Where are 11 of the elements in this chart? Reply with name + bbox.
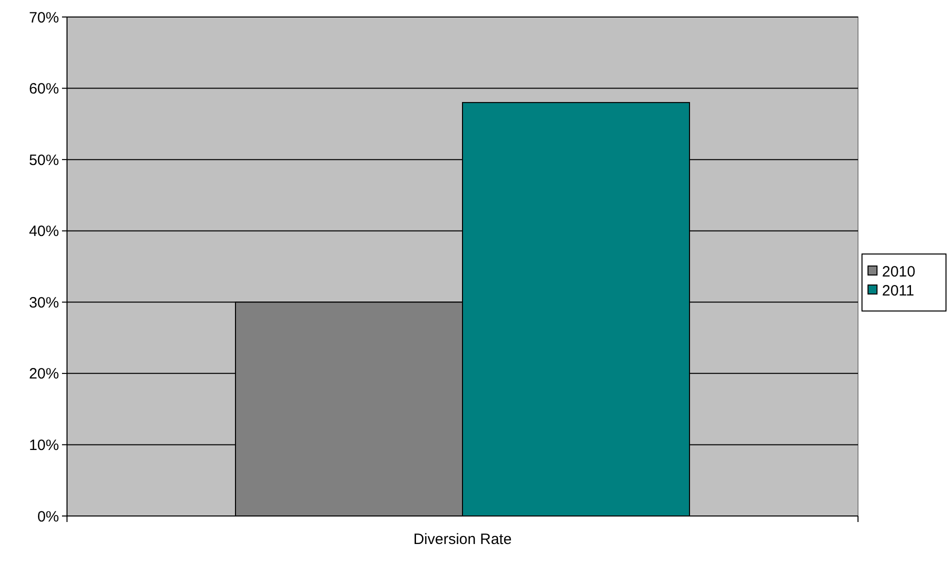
- y-tick-label: 10%: [28, 436, 59, 454]
- y-tick-label: 40%: [28, 223, 59, 240]
- y-tick-label: 70%: [28, 9, 59, 26]
- legend-label: 2010: [882, 263, 916, 280]
- x-tick-label: Diversion Rate: [413, 531, 512, 548]
- y-tick-label: 30%: [28, 294, 59, 312]
- y-tick-label: 50%: [28, 152, 59, 169]
- y-tick-label: 60%: [28, 80, 59, 98]
- y-tick-label: 0%: [37, 508, 59, 526]
- y-tick-label: 20%: [28, 366, 59, 383]
- legend-label: 2011: [882, 282, 914, 300]
